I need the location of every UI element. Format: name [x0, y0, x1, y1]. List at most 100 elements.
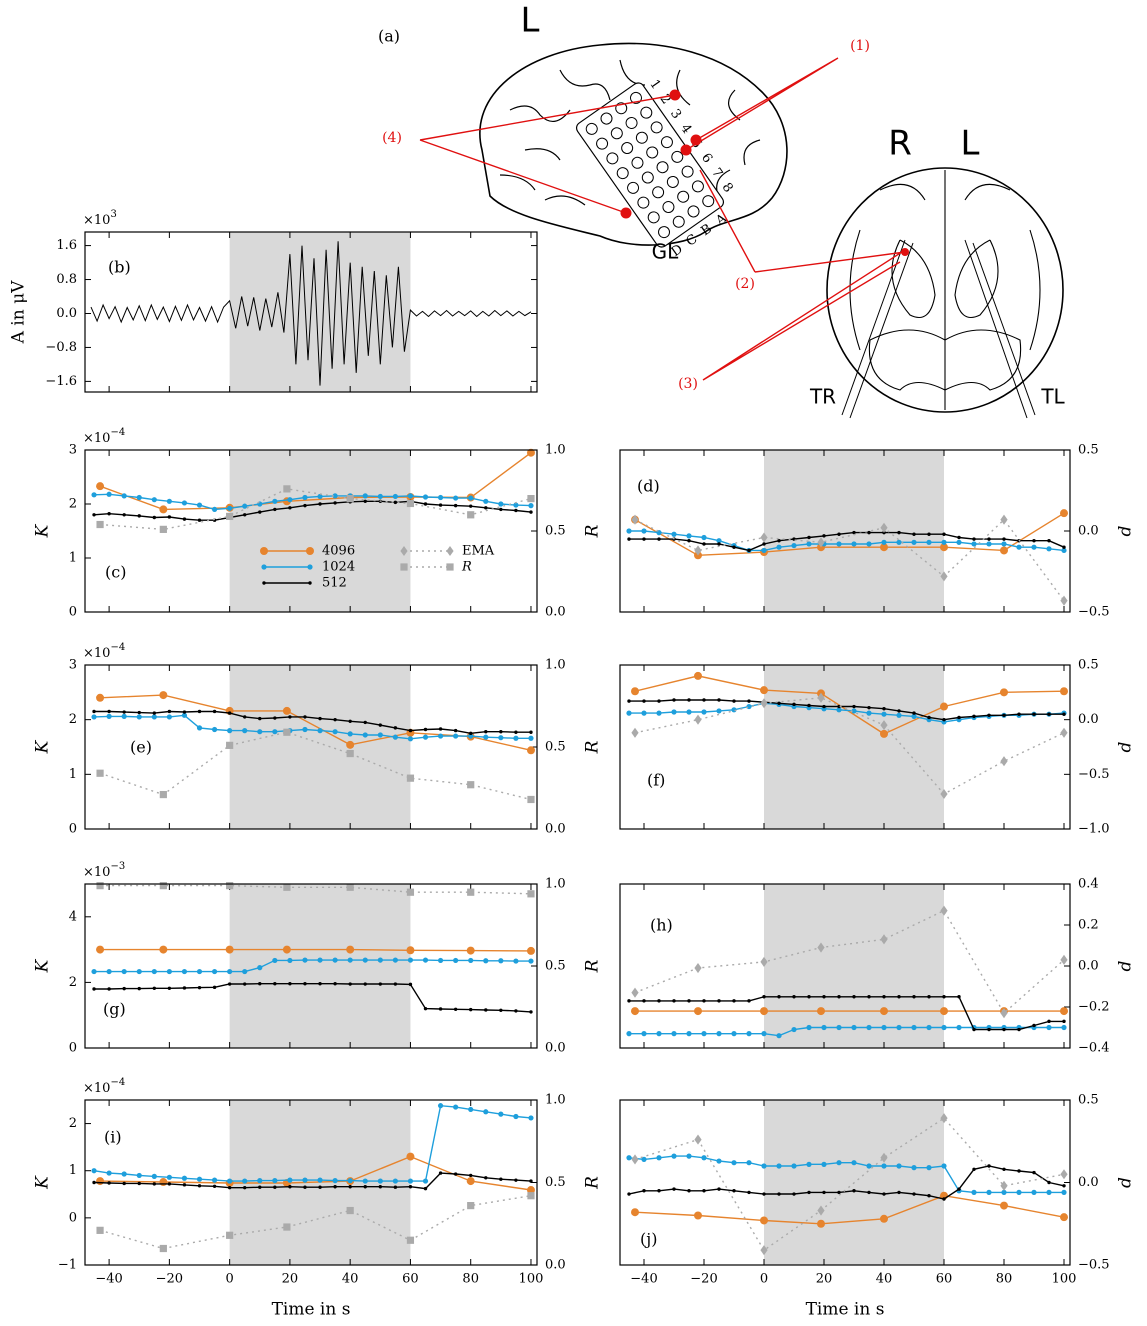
data-point — [687, 539, 691, 543]
panel-label: (d) — [637, 477, 660, 496]
data-point — [514, 508, 518, 513]
y2-tick-label: 0.0 — [545, 822, 566, 837]
y-tick-label: 0 — [69, 1041, 77, 1056]
electrode — [658, 226, 671, 239]
data-point — [986, 1189, 992, 1195]
data-point — [701, 534, 707, 541]
data-point — [106, 968, 112, 975]
data-point — [806, 1161, 812, 1167]
data-point — [346, 1206, 354, 1215]
data-point — [468, 1106, 474, 1113]
legend-label: EMA — [462, 544, 495, 559]
data-point — [527, 495, 535, 503]
data-point — [393, 982, 398, 986]
data-point — [760, 698, 768, 709]
data-point — [307, 564, 313, 570]
data-point — [484, 1176, 488, 1180]
data-point — [283, 485, 291, 493]
data-point — [882, 1192, 886, 1196]
data-point — [927, 715, 931, 720]
y-tick-label: 0 — [69, 605, 77, 620]
data-point — [423, 727, 428, 732]
y2-tick-label: 0.5 — [1078, 1093, 1099, 1108]
data-point — [837, 1190, 841, 1195]
data-point — [257, 1178, 263, 1184]
data-point — [422, 734, 429, 740]
electrode — [596, 137, 609, 150]
plot-frame — [84, 449, 538, 613]
data-point — [926, 1165, 932, 1171]
x-tick-label: 40 — [342, 1272, 359, 1287]
data-point — [106, 1170, 112, 1176]
data-point — [308, 581, 312, 585]
data-point — [467, 888, 475, 896]
data-point — [212, 709, 217, 714]
data-point — [393, 726, 398, 730]
data-point — [821, 1161, 827, 1167]
data-point — [760, 1007, 768, 1016]
data-point — [96, 769, 104, 777]
data-point — [306, 547, 314, 555]
data-point — [732, 545, 736, 549]
data-point — [317, 957, 323, 963]
data-point — [302, 726, 308, 733]
data-point — [197, 518, 202, 522]
data-point — [957, 1187, 961, 1191]
data-point — [212, 985, 217, 990]
data-point — [273, 716, 277, 720]
probe-left — [964, 239, 1036, 419]
series-line — [634, 512, 1065, 557]
data-point — [1002, 1167, 1006, 1172]
data-point — [626, 710, 632, 716]
data-point — [406, 1152, 415, 1161]
y-tick-label: 2 — [69, 497, 77, 512]
data-point — [362, 1178, 368, 1184]
data-point — [747, 1190, 751, 1195]
data-point — [731, 1160, 737, 1166]
data-point — [791, 542, 797, 549]
data-point — [911, 713, 917, 719]
data-point — [822, 995, 826, 999]
data-point — [627, 1192, 631, 1196]
data-point — [514, 730, 518, 734]
data-point — [258, 982, 262, 986]
data-point — [362, 732, 368, 738]
data-point — [852, 995, 856, 999]
data-point — [1060, 727, 1068, 738]
data-point — [880, 729, 888, 738]
data-point — [972, 714, 976, 719]
y2-tick-label: −1.0 — [1078, 822, 1110, 837]
multiplier-base: ×10 — [83, 213, 110, 228]
data-point — [288, 506, 292, 510]
data-point — [513, 735, 519, 741]
electrode — [650, 121, 663, 134]
data-point — [302, 1177, 308, 1183]
data-point — [777, 701, 781, 705]
data-point — [817, 1205, 825, 1216]
data-point — [121, 1171, 127, 1177]
data-point — [866, 1024, 872, 1031]
data-point — [792, 995, 796, 999]
data-point — [152, 515, 157, 520]
data-point — [807, 535, 811, 540]
series-line — [99, 731, 532, 801]
y2-axis-label: R — [583, 1176, 603, 1190]
data-point — [694, 545, 702, 556]
data-point — [484, 729, 488, 734]
data-point — [363, 982, 367, 986]
electrode — [625, 116, 638, 129]
data-point — [227, 1178, 233, 1184]
data-point — [106, 491, 112, 497]
data-point — [656, 1031, 662, 1037]
data-point — [346, 740, 355, 749]
data-point — [408, 1185, 413, 1189]
data-point — [672, 698, 676, 702]
multiplier-exponent: −4 — [110, 642, 125, 653]
data-point — [761, 1163, 767, 1169]
y2-tick-label: 1.0 — [545, 443, 566, 458]
data-point — [467, 781, 475, 789]
data-point — [686, 533, 692, 539]
data-point — [1000, 1180, 1008, 1191]
data-point — [348, 719, 352, 724]
data-point — [288, 715, 292, 719]
